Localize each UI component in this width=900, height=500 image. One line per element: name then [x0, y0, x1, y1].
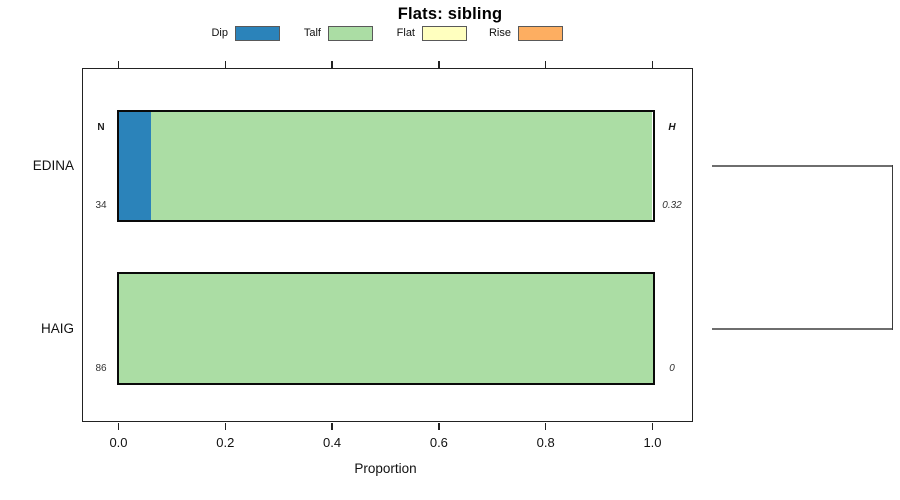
x-axis-tick-label: 0.0	[109, 435, 128, 450]
bar-haig	[116, 272, 655, 385]
legend-label: Dip	[211, 27, 228, 39]
x-axis-title: Proportion	[354, 461, 417, 476]
h-column-header: H	[668, 122, 676, 133]
x-axis-tick-label: 0.2	[216, 435, 235, 450]
x-axis-tick-bottom	[224, 422, 227, 430]
x-axis-tick-bottom	[438, 422, 440, 430]
x-axis-tick-top	[224, 61, 227, 68]
x-axis-tick-top	[331, 61, 333, 68]
legend-label: Talf	[303, 27, 321, 39]
x-axis-tick-label: 0.4	[323, 435, 342, 450]
n-column-header: N	[97, 122, 105, 133]
x-axis-tick-label: 1.0	[643, 435, 662, 450]
legend-swatch-talf	[328, 26, 373, 41]
bar-edina	[116, 110, 655, 222]
x-axis-tick-top	[117, 61, 120, 68]
bar-segment-talf	[118, 274, 653, 383]
x-axis-tick-bottom	[544, 422, 547, 430]
x-axis-tick-label: 0.6	[429, 435, 448, 450]
x-axis-tick-top	[544, 61, 547, 68]
dendrogram-branch-haig	[712, 327, 892, 330]
x-axis-tick-top	[438, 61, 440, 68]
h-value-edina: 0.32	[662, 200, 682, 211]
n-value-edina: 34	[95, 200, 107, 211]
category-label-haig: HAIG	[40, 320, 74, 336]
legend-swatch-dip	[235, 26, 280, 41]
x-axis-tick-label: 0.8	[536, 435, 555, 450]
legend-label: Rise	[488, 27, 511, 39]
n-value-haig: 86	[95, 363, 107, 374]
plot-area	[82, 68, 693, 422]
legend-swatch-rise	[518, 26, 563, 41]
legend-swatch-flat	[422, 26, 467, 41]
bar-segment-dip	[118, 112, 153, 220]
x-axis-tick-bottom	[651, 422, 654, 430]
x-axis-tick-bottom	[331, 422, 333, 430]
dendrogram-join	[891, 165, 893, 330]
dendrogram-branch-edina	[712, 165, 892, 167]
legend-label: Flat	[396, 27, 415, 39]
category-label-edina: EDINA	[32, 158, 74, 173]
x-axis-tick-bottom	[117, 422, 120, 430]
x-axis-tick-top	[651, 61, 654, 68]
h-value-haig: 0	[669, 363, 675, 374]
bar-segment-talf	[150, 112, 653, 220]
chart-title: Flats: sibling	[397, 5, 503, 23]
